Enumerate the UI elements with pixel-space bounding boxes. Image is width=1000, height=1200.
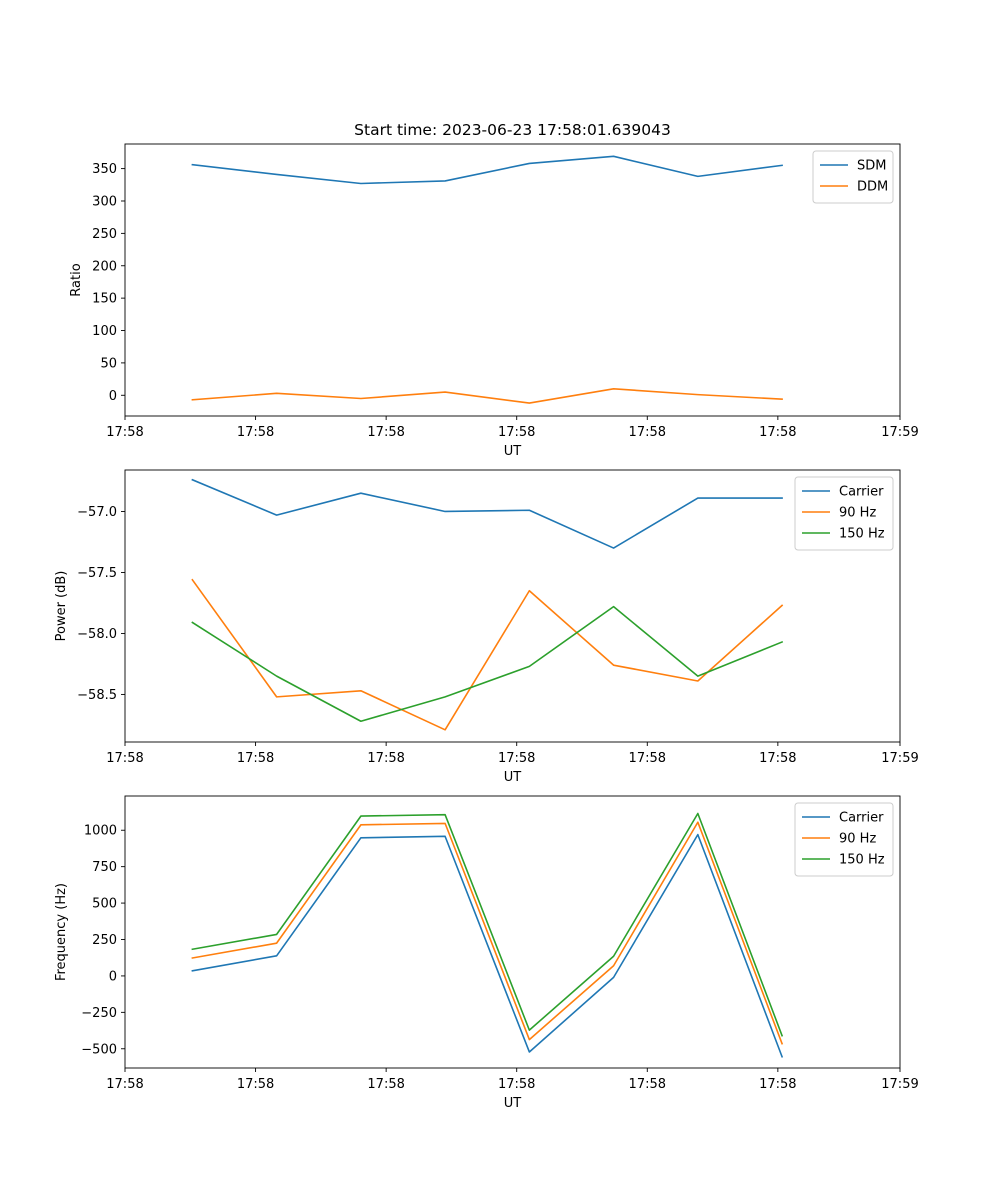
legend-label: Carrier [839,811,884,826]
axes-frame [124,143,901,417]
x-tick-label: 17:58 [237,1077,274,1092]
y-tick-label: 250 [92,227,117,242]
x-tick-label: 17:59 [881,751,918,766]
x-tick-label: 17:58 [367,425,404,440]
x-tick-label: 17:58 [106,425,143,440]
y-tick-label: 300 [92,194,117,209]
legend-label: 150 Hz [839,527,885,542]
legend: Carrier 90 Hz 150 Hz [794,476,894,551]
legend-label: 150 Hz [839,853,885,868]
legend-box [794,802,894,877]
x-tick-label: 17:58 [237,751,274,766]
y-tick-label: −57.0 [77,505,117,520]
y-tick-label: −500 [81,1042,117,1057]
x-tick-label: 17:59 [881,1077,918,1092]
x-tick-label: 17:58 [367,751,404,766]
y-tick-label: 750 [92,860,117,875]
y-tick-label: 500 [92,897,117,912]
y-tick-label: −58.0 [77,627,117,642]
legend-label: Carrier [839,485,884,500]
y-tick-label: −57.5 [77,566,117,581]
legend-box [794,476,894,551]
series-line-90-hz [191,578,784,731]
y-tick-label: 0 [109,389,117,404]
series-line-90-hz [191,821,784,1045]
legend: SDM DDM [812,150,894,204]
y-tick-label: 350 [92,162,117,177]
x-axis-label: UT [504,444,522,459]
x-tick-label: 17:59 [881,425,918,440]
series-line-carrier [191,478,783,549]
x-tick-label: 17:58 [498,425,535,440]
y-tick-label: 200 [92,259,117,274]
series-line-150-hz [191,605,784,723]
series-line-150-hz [191,812,784,1037]
y-tick-label: 150 [92,292,117,307]
axes-frame [124,795,901,1069]
legend-label: SDM [857,159,886,174]
chart-panel-1: 17:58 17:58 17:58 17:58 17:58 17:58 17:59 0 50 10… [69,121,919,459]
y-tick-label: −58.5 [77,688,117,703]
axes-frame [124,469,901,743]
y-tick-label: 0 [109,969,117,984]
chart-panel-2: 17:58 17:58 17:58 17:58 17:58 17:58 17:59 −57.0… [54,469,919,785]
x-axis-label: UT [504,1096,522,1111]
y-axis-label: Power (dB) [54,571,69,642]
chart-title: Start time: 2023-06-23 17:58:01.639043 [354,121,671,139]
y-tick-label: 50 [100,356,117,371]
x-axis-label: UT [504,770,522,785]
x-tick-label: 17:58 [237,425,274,440]
legend-label: 90 Hz [839,832,876,847]
legend-box [812,150,894,204]
x-tick-label: 17:58 [759,1077,796,1092]
legend-label: 90 Hz [839,506,876,521]
series-line-carrier [191,833,784,1058]
y-axis-label: Frequency (Hz) [54,883,69,981]
legend: Carrier 90 Hz 150 Hz [794,802,894,877]
y-axis-label: Ratio [69,263,84,296]
series-line-sdm [191,155,783,185]
x-tick-label: 17:58 [759,751,796,766]
chart-panel-3: 17:58 17:58 17:58 17:58 17:58 17:58 17:59 −500 −… [54,795,919,1111]
y-tick-label: 100 [92,324,117,339]
x-tick-label: 17:58 [498,751,535,766]
x-tick-label: 17:58 [367,1077,404,1092]
series-line-ddm [191,387,783,404]
x-tick-label: 17:58 [498,1077,535,1092]
y-tick-label: 250 [92,933,117,948]
x-tick-label: 17:58 [629,425,666,440]
legend-label: DDM [857,180,888,195]
y-tick-label: −250 [81,1006,117,1021]
x-tick-label: 17:58 [629,751,666,766]
x-tick-label: 17:58 [629,1077,666,1092]
x-tick-label: 17:58 [106,751,143,766]
x-tick-label: 17:58 [759,425,796,440]
y-tick-label: 1000 [84,824,117,839]
x-tick-label: 17:58 [106,1077,143,1092]
